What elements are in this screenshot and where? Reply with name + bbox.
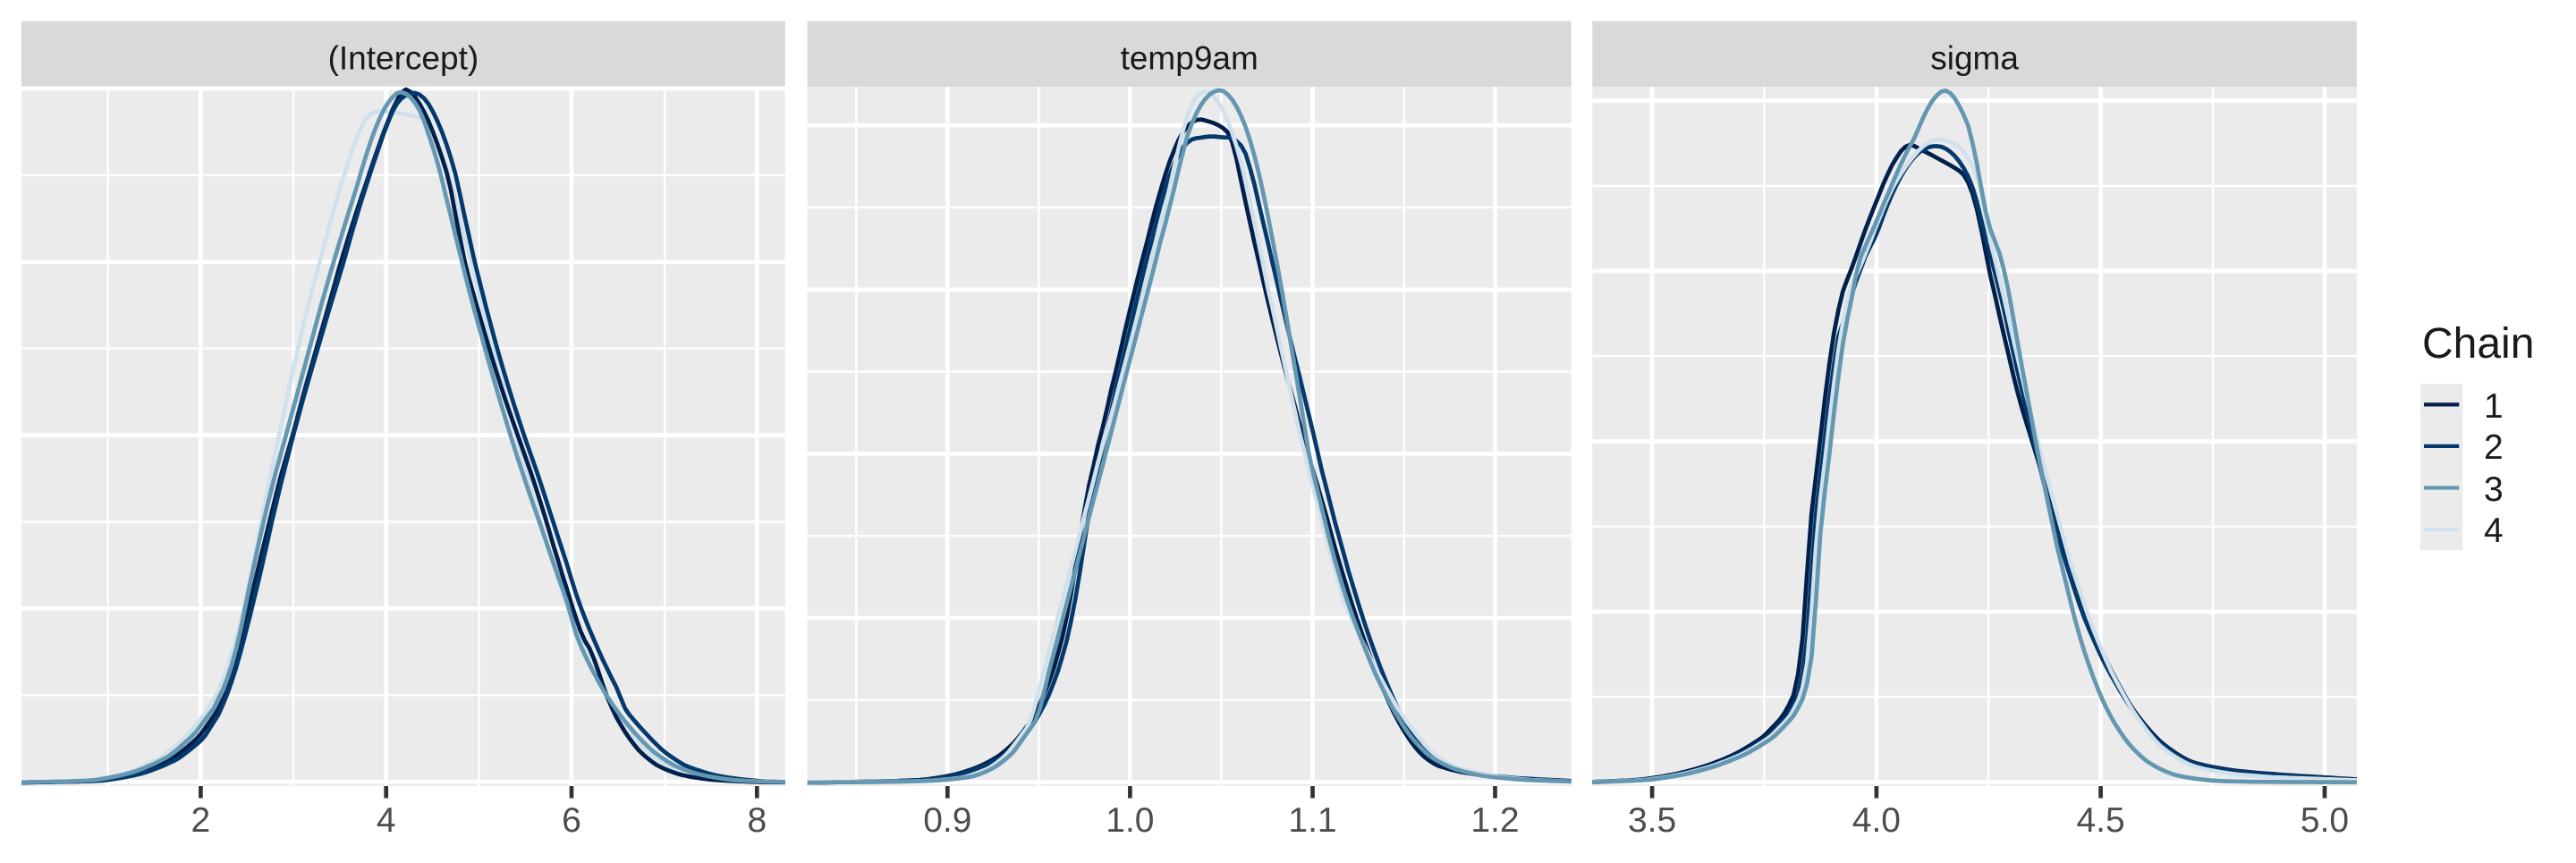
svg-text:3.5: 3.5 (1628, 801, 1676, 840)
svg-text:5.0: 5.0 (2301, 801, 2349, 840)
svg-text:4.5: 4.5 (2076, 801, 2124, 840)
svg-text:1.0: 1.0 (1106, 801, 1154, 840)
svg-text:4.0: 4.0 (1852, 801, 1901, 840)
svg-text:4: 4 (377, 801, 396, 840)
svg-text:1: 1 (2484, 387, 2504, 426)
svg-text:4: 4 (2484, 512, 2504, 550)
svg-text:sigma: sigma (1930, 40, 2019, 77)
svg-text:1.1: 1.1 (1288, 801, 1336, 840)
svg-text:(Intercept): (Intercept) (328, 40, 479, 77)
svg-text:3: 3 (2484, 470, 2504, 509)
svg-text:temp9am: temp9am (1121, 40, 1258, 77)
svg-text:2: 2 (191, 801, 211, 840)
svg-text:6: 6 (562, 801, 581, 840)
svg-text:2: 2 (2484, 428, 2504, 467)
svg-text:1.2: 1.2 (1470, 801, 1519, 840)
svg-text:Chain: Chain (2422, 320, 2534, 368)
svg-text:8: 8 (747, 801, 767, 840)
svg-text:0.9: 0.9 (923, 801, 971, 840)
